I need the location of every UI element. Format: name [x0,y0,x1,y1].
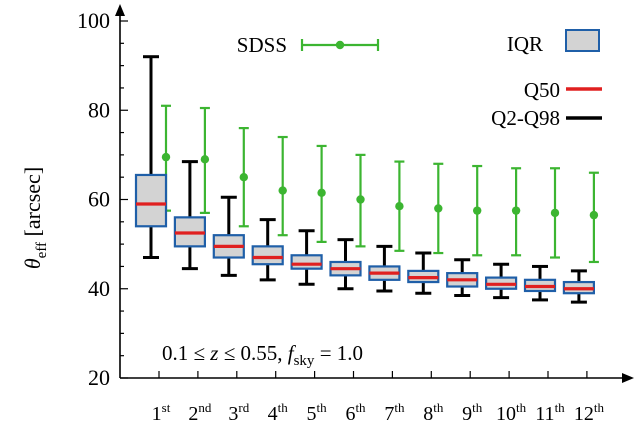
x-tick-label: 7th [384,400,405,425]
x-tick-label: 6th [345,400,366,425]
x-tick-label: 8th [423,400,444,425]
y-tick-label: 20 [88,365,110,390]
y-tick-label: 100 [77,8,110,33]
y-axis-label: θeff [arcsec] [20,167,50,269]
sdss-point [239,172,248,182]
y-tick-label: 80 [88,97,110,122]
chart-annotation: 0.1 ≤ z ≤ 0.55, fsky = 1.0 [162,341,363,369]
sdss-point [395,201,404,211]
sdss-point [550,208,560,218]
sdss-point [200,155,210,164]
legend-sdss-label: SDSS [237,33,287,57]
sdss-point [589,210,599,220]
x-tick-label: 1st [152,400,171,425]
iqr-box [134,173,168,228]
sdss-series [161,104,599,264]
y-axis-arrow [115,4,125,16]
legend: IQR Q50 Q2-Q98 SDSS [237,29,602,130]
legend-sdss-marker [335,40,345,50]
iqr-box [290,254,323,270]
y-tick-label: 40 [88,276,110,301]
iqr-box [251,245,284,266]
y-tick-label: 60 [88,187,110,212]
x-axis-arrow [622,373,634,383]
axes: 20 40 60 80 100 [77,4,634,390]
x-tick-label: 2nd [188,400,212,425]
box-series [134,55,596,304]
sdss-point [317,188,326,198]
x-tick-label: 5th [307,400,328,425]
x-tick-label: 3rd [228,400,249,425]
sdss-point [434,204,443,213]
x-tick-label: 10th [496,400,527,425]
x-tick-label: 12th [574,400,605,425]
legend-iqr-label: IQR [507,32,543,56]
x-tick-label: 9th [462,400,483,425]
legend-q2q98-label: Q2-Q98 [491,106,560,130]
sdss-point [511,206,521,215]
x-tick-label: 11th [535,400,565,425]
legend-q50-label: Q50 [524,78,560,102]
sdss-point [161,152,171,162]
sdss-point [278,186,287,195]
sdss-point [356,195,365,204]
x-tick-label: 4th [268,400,289,425]
sdss-point [473,206,482,215]
x-tick-labels: 1st 2nd 3rd 4th 5th 6th 7th 8th 9th 10th 11th 12th [152,400,605,425]
legend-iqr-swatch [565,29,600,52]
